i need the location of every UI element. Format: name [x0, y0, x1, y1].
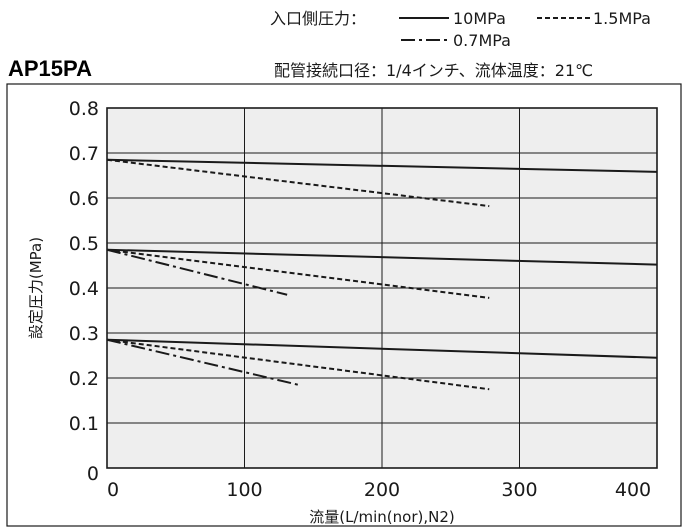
x-tick-label: 200 — [364, 479, 400, 501]
chart-conditions: 配管接続口径：1/4インチ、流体温度：21℃ — [274, 61, 593, 80]
y-tick-label: 0.3 — [69, 323, 99, 345]
series-line-solid-0 — [106, 158, 658, 173]
y-tick-label: 0.8 — [69, 98, 99, 120]
x-tick-label: 300 — [501, 479, 537, 501]
outer-frame — [6, 83, 682, 527]
x-tick-label: 100 — [226, 479, 262, 501]
series-line-dashed-6 — [106, 338, 490, 391]
x-tick-labels: 0 100 200 300 400 — [107, 479, 651, 501]
series-line-solid-5 — [106, 338, 658, 359]
series-line-dashed-3 — [106, 248, 490, 299]
y-axis-label: 設定圧力(MPa) — [27, 237, 45, 339]
x-tick-label: 400 — [615, 479, 651, 501]
series-group — [106, 158, 658, 391]
x-tick-label: 0 — [107, 479, 119, 501]
x-axis-label: 流量(L/min(nor),N2) — [309, 508, 455, 526]
series-line-dashdot-7 — [106, 338, 299, 386]
y-tick-labels: 0.1 0.2 0.3 0.4 0.5 0.6 0.7 0.8 0 — [69, 98, 99, 485]
legend-prefix: 入口側圧力： — [270, 9, 366, 28]
y-tick-label-origin: 0 — [87, 463, 99, 485]
y-tick-label: 0.2 — [69, 368, 99, 390]
y-tick-label: 0.6 — [69, 188, 99, 210]
y-tick-label: 0.4 — [69, 278, 99, 300]
series-line-dashdot-4 — [106, 248, 288, 296]
chart-title: AP15PA — [8, 56, 92, 81]
y-tick-label: 0.5 — [69, 233, 99, 255]
legend-label-1-5mpa: 1.5MPa — [593, 9, 651, 28]
y-tick-label: 0.1 — [69, 413, 99, 435]
legend-label-0-7mpa: 0.7MPa — [453, 31, 511, 50]
y-tick-label: 0.7 — [69, 143, 99, 165]
legend-label-10mpa: 10MPa — [453, 9, 506, 28]
series-line-solid-2 — [106, 248, 658, 266]
plot-border — [106, 107, 658, 469]
series-line-dashed-1 — [106, 158, 490, 208]
